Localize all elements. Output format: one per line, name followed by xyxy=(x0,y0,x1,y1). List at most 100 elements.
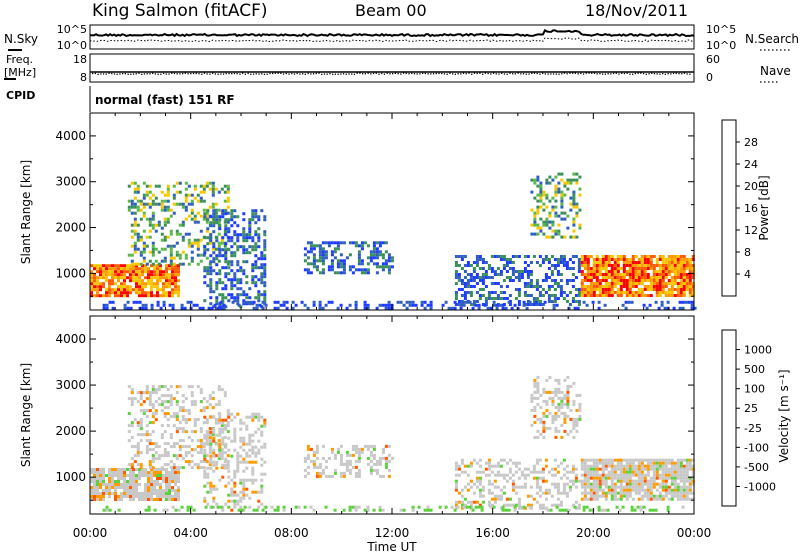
heatmap-cell xyxy=(487,491,491,495)
heatmap-cell xyxy=(651,508,655,512)
heatmap-cell xyxy=(148,448,152,452)
colorbar-tick-label: -500 xyxy=(744,461,769,474)
heatmap-cell xyxy=(586,497,590,501)
heatmap-cell xyxy=(607,255,611,258)
heatmap-cell xyxy=(592,494,596,498)
heatmap-cell xyxy=(691,497,695,501)
heatmap-cell xyxy=(159,477,162,480)
heatmap-cell xyxy=(637,288,641,291)
heatmap-cell xyxy=(159,492,162,495)
nave-point xyxy=(686,73,688,75)
heatmap-cell xyxy=(153,282,156,286)
heatmap-cell xyxy=(578,208,582,212)
heatmap-cell xyxy=(239,445,243,449)
heatmap-cell xyxy=(318,300,322,304)
heatmap-cell xyxy=(622,491,626,495)
heatmap-cell xyxy=(93,486,96,489)
heatmap-cell xyxy=(190,199,194,203)
heatmap-cell xyxy=(168,294,171,298)
heatmap-cell xyxy=(224,287,228,291)
heatmap-cell xyxy=(123,270,126,274)
heatmap-cell xyxy=(378,508,382,512)
heatmap-cell xyxy=(136,199,140,203)
heatmap-cell xyxy=(218,454,222,458)
heatmap-cell xyxy=(236,224,240,228)
heatmap-cell xyxy=(135,486,138,489)
heatmap-cell xyxy=(342,508,346,512)
heatmap-cell xyxy=(156,285,159,289)
heatmap-cell xyxy=(563,396,567,400)
heatmap-cell xyxy=(613,458,617,462)
heatmap-cell xyxy=(666,306,670,310)
heatmap-cell xyxy=(148,421,152,425)
heatmap-cell xyxy=(535,470,539,474)
heatmap-cell xyxy=(457,473,461,477)
heatmap-cell xyxy=(472,261,476,264)
nave-point xyxy=(602,73,604,75)
heatmap-cell xyxy=(159,270,162,274)
heatmap-cell xyxy=(224,466,228,470)
heatmap-cell xyxy=(643,476,647,480)
heatmap-cell xyxy=(215,502,219,506)
heatmap-cell xyxy=(99,276,102,280)
heatmap-cell xyxy=(144,276,147,280)
heatmap-cell xyxy=(220,466,224,470)
heatmap-cell xyxy=(279,303,283,307)
heatmap-cell xyxy=(586,294,590,297)
nave-point xyxy=(299,73,301,75)
heatmap-cell xyxy=(670,479,674,483)
heatmap-cell xyxy=(628,488,632,492)
heatmap-cell xyxy=(263,302,267,306)
heatmap-cell xyxy=(637,482,641,486)
heatmap-cell xyxy=(254,454,258,458)
heatmap-cell xyxy=(523,270,527,273)
heatmap-cell xyxy=(217,259,221,263)
heatmap-cell xyxy=(572,417,576,421)
heatmap-cell xyxy=(577,503,581,507)
heatmap-cell xyxy=(126,486,129,489)
heatmap-cell xyxy=(224,248,228,252)
heatmap-cell xyxy=(533,217,537,221)
heatmap-cell xyxy=(215,466,219,470)
heatmap-cell xyxy=(670,276,674,279)
heatmap-cell xyxy=(193,184,197,188)
heatmap-cell xyxy=(133,454,137,458)
heatmap-cell xyxy=(483,303,487,307)
heatmap-cell xyxy=(667,288,671,291)
heatmap-cell xyxy=(628,288,632,291)
heatmap-cell xyxy=(610,497,614,501)
heatmap-cell xyxy=(658,482,662,486)
heatmap-cell xyxy=(239,418,243,422)
x-tick-label: 00:00 xyxy=(73,526,108,540)
heatmap-cell xyxy=(187,418,191,422)
heatmap-cell xyxy=(463,464,467,468)
heatmap-cell xyxy=(135,483,138,486)
heatmap-cell xyxy=(138,498,141,501)
heatmap-cell xyxy=(212,269,216,273)
freq-label-line1: Freq. xyxy=(6,53,33,66)
heatmap-cell xyxy=(628,470,632,474)
heatmap-cell xyxy=(565,476,569,480)
heatmap-cell xyxy=(181,235,185,239)
heatmap-cell xyxy=(649,494,653,498)
heatmap-cell xyxy=(163,247,167,251)
heatmap-cell xyxy=(202,217,206,221)
nsearch-tick-bottom: 10^0 xyxy=(706,39,736,52)
heatmap-cell xyxy=(563,420,567,424)
heatmap-cell xyxy=(351,241,355,245)
heatmap-cell xyxy=(99,267,102,271)
heatmap-cell xyxy=(619,458,623,462)
heatmap-cell xyxy=(622,476,626,480)
heatmap-cell xyxy=(658,264,662,267)
heatmap-cell xyxy=(221,248,225,252)
heatmap-cell xyxy=(634,285,638,288)
heatmap-cell xyxy=(557,229,561,233)
heatmap-cell xyxy=(526,473,530,477)
heatmap-cell xyxy=(196,211,200,215)
heatmap-cell xyxy=(330,262,334,266)
heatmap-cell xyxy=(208,262,212,266)
heatmap-cell xyxy=(145,235,149,239)
heatmap-cell xyxy=(682,294,686,297)
heatmap-cell xyxy=(510,306,514,310)
heatmap-cell xyxy=(463,276,467,279)
